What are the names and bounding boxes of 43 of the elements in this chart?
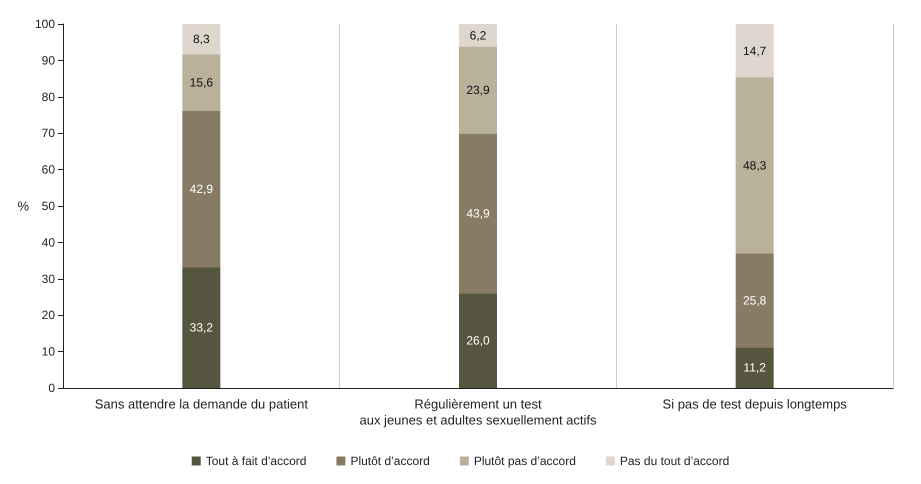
bar <box>182 110 220 268</box>
y-tick-label: 30 <box>42 272 56 286</box>
bar <box>459 134 497 294</box>
y-tick-label: 20 <box>42 308 56 322</box>
bar <box>736 253 774 348</box>
bar <box>459 46 497 134</box>
y-tick-label: 60 <box>42 162 56 177</box>
y-axis-title: % <box>17 198 30 214</box>
x-tick-label: Sans attendre la demande du patient <box>94 396 308 412</box>
y-tick-label: 70 <box>42 126 56 140</box>
bar <box>736 78 774 254</box>
data-label: 6,2 <box>470 28 487 42</box>
y-tick-label: 10 <box>42 344 56 359</box>
legend-label: Plutôt d’accord <box>350 454 430 468</box>
y-tick-label: 90 <box>42 53 56 68</box>
legend-label: Tout à fait d’accord <box>206 454 306 468</box>
data-label: 23,9 <box>466 83 490 98</box>
data-label: 33,2 <box>190 320 214 335</box>
data-label: 25,8 <box>742 293 767 308</box>
legend-label: Pas du tout d’accord <box>620 454 730 468</box>
bar <box>459 293 497 388</box>
y-tick-label: 100 <box>34 17 56 31</box>
data-label: 26,0 <box>466 334 490 348</box>
y-tick-label: 0 <box>48 381 56 395</box>
data-label: 8,3 <box>192 32 210 46</box>
data-label: 15,6 <box>190 76 214 90</box>
data-label: 14,7 <box>742 44 767 58</box>
x-tick-label: Régulièrement un test aux jeunes et adultes sexuellement actifs <box>359 396 598 428</box>
y-tick-label: 50 <box>42 199 56 213</box>
legend-label: Plutôt pas d’accord <box>474 454 576 468</box>
bar <box>736 24 774 78</box>
data-label: 11,2 <box>743 360 766 375</box>
data-label: 48,3 <box>742 158 767 172</box>
bar <box>182 54 220 111</box>
y-tick-label: 40 <box>42 235 56 250</box>
bar <box>182 267 220 388</box>
data-label: 42,9 <box>190 182 214 196</box>
x-tick-label: Si pas de test depuis longtemps <box>662 396 848 412</box>
bar <box>459 24 497 47</box>
data-label: 43,9 <box>466 206 490 220</box>
bar <box>182 24 220 54</box>
bar <box>736 347 774 388</box>
y-tick-label: 80 <box>42 90 56 104</box>
